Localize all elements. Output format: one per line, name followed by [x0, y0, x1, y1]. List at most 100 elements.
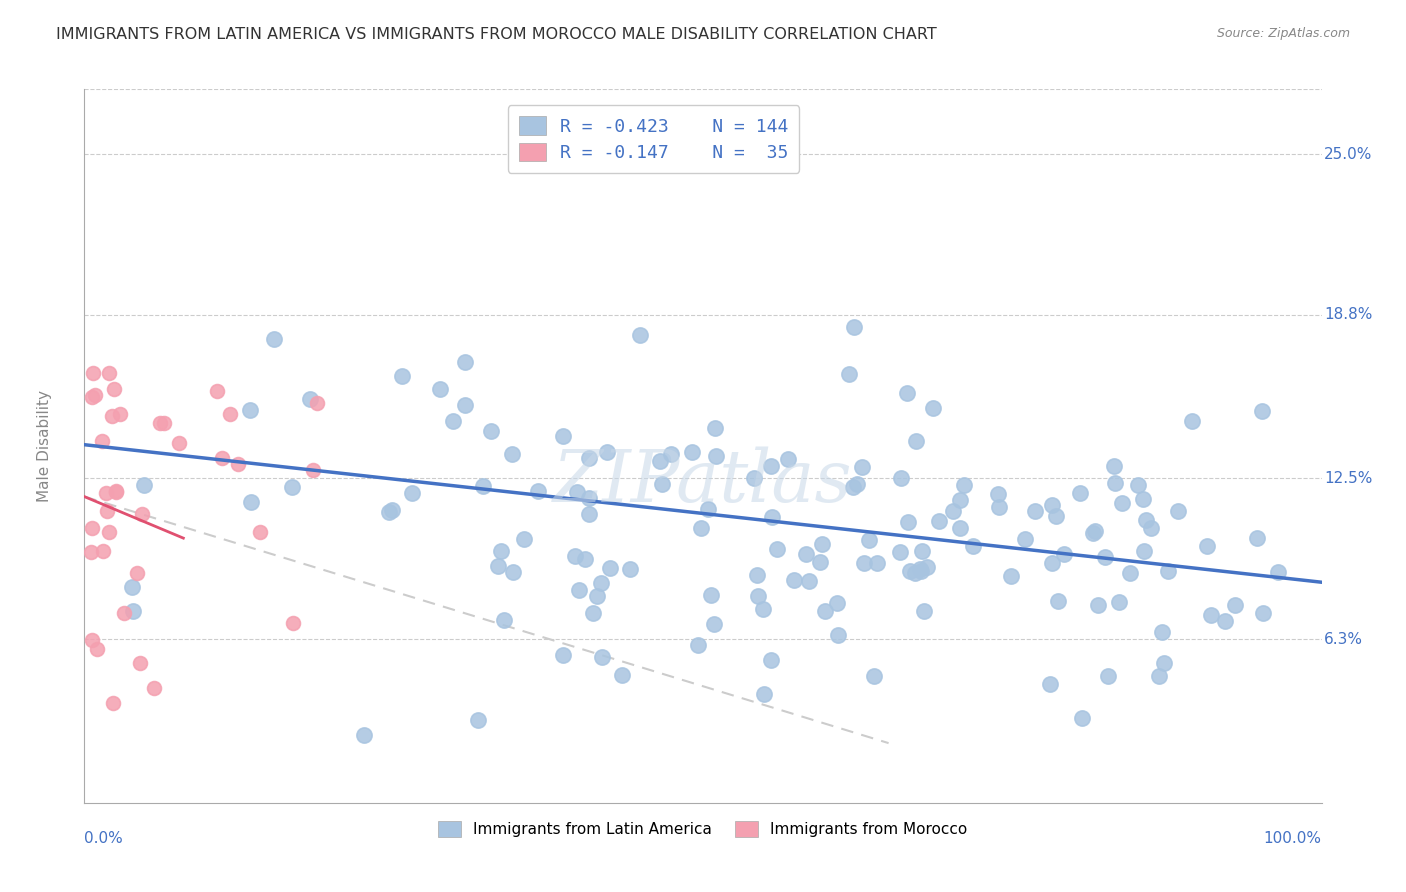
Immigrants from Latin America: [659, 447, 682, 461]
Immigrants from Latin America: [612, 668, 634, 682]
Immigrants from Latin America: [472, 478, 495, 492]
Immigrants from Morocco: [226, 457, 249, 471]
Text: ZIPatlas: ZIPatlas: [553, 446, 853, 517]
Immigrants from Latin America: [1024, 504, 1046, 518]
Immigrants from Latin America: [949, 492, 972, 507]
Immigrants from Latin America: [467, 713, 489, 727]
Immigrants from Latin America: [486, 558, 509, 573]
Immigrants from Latin America: [766, 541, 789, 556]
Immigrants from Latin America: [851, 459, 873, 474]
Immigrants from Latin America: [1108, 595, 1130, 609]
Immigrants from Latin America: [1181, 414, 1204, 428]
Immigrants from Latin America: [911, 544, 934, 558]
Text: 25.0%: 25.0%: [1324, 146, 1372, 161]
Immigrants from Latin America: [429, 382, 451, 396]
Text: 12.5%: 12.5%: [1324, 471, 1372, 486]
Immigrants from Latin America: [1132, 491, 1154, 506]
Immigrants from Morocco: [82, 366, 104, 380]
Immigrants from Latin America: [759, 653, 782, 667]
Immigrants from Latin America: [578, 507, 600, 521]
Immigrants from Latin America: [783, 574, 806, 588]
Immigrants from Latin America: [1267, 565, 1289, 579]
Immigrants from Morocco: [167, 435, 190, 450]
Immigrants from Latin America: [651, 476, 673, 491]
Immigrants from Morocco: [86, 641, 108, 656]
Immigrants from Latin America: [565, 484, 588, 499]
Immigrants from Morocco: [104, 484, 127, 499]
Immigrants from Latin America: [1132, 544, 1154, 558]
Text: 18.8%: 18.8%: [1324, 308, 1372, 322]
Immigrants from Morocco: [80, 632, 103, 647]
Immigrants from Latin America: [778, 451, 800, 466]
Immigrants from Latin America: [928, 514, 950, 528]
Immigrants from Latin America: [896, 516, 918, 530]
Immigrants from Latin America: [825, 596, 848, 610]
Immigrants from Latin America: [239, 403, 262, 417]
Immigrants from Latin America: [838, 367, 860, 381]
Immigrants from Morocco: [152, 416, 174, 430]
Immigrants from Latin America: [1167, 504, 1189, 518]
Immigrants from Latin America: [1039, 676, 1062, 690]
Immigrants from Morocco: [207, 384, 229, 399]
Immigrants from Latin America: [280, 480, 302, 494]
Immigrants from Latin America: [987, 487, 1010, 501]
Immigrants from Morocco: [108, 408, 131, 422]
Immigrants from Latin America: [1045, 508, 1067, 523]
Immigrants from Latin America: [513, 533, 536, 547]
Text: IMMIGRANTS FROM LATIN AMERICA VS IMMIGRANTS FROM MOROCCO MALE DISABILITY CORRELA: IMMIGRANTS FROM LATIN AMERICA VS IMMIGRA…: [56, 27, 936, 42]
Immigrants from Latin America: [852, 556, 875, 570]
Legend: Immigrants from Latin America, Immigrants from Morocco: Immigrants from Latin America, Immigrant…: [430, 814, 976, 845]
Immigrants from Latin America: [1152, 624, 1174, 639]
Immigrants from Latin America: [401, 486, 423, 500]
Immigrants from Latin America: [1153, 656, 1175, 670]
Immigrants from Latin America: [391, 369, 413, 384]
Immigrants from Morocco: [129, 656, 152, 670]
Immigrants from Latin America: [761, 510, 783, 524]
Immigrants from Latin America: [501, 447, 523, 461]
Immigrants from Latin America: [905, 434, 928, 448]
Immigrants from Latin America: [585, 589, 607, 603]
Immigrants from Latin America: [628, 327, 651, 342]
Immigrants from Latin America: [921, 401, 943, 416]
Immigrants from Latin America: [121, 580, 143, 594]
Immigrants from Latin America: [298, 392, 321, 407]
Immigrants from Latin America: [1213, 615, 1236, 629]
Immigrants from Morocco: [103, 696, 125, 710]
Immigrants from Latin America: [599, 561, 621, 575]
Immigrants from Latin America: [915, 559, 938, 574]
Immigrants from Latin America: [744, 471, 766, 485]
Immigrants from Latin America: [1104, 476, 1126, 491]
Immigrants from Latin America: [910, 564, 932, 578]
Immigrants from Latin America: [794, 547, 817, 561]
Immigrants from Latin America: [1094, 549, 1116, 564]
Immigrants from Latin America: [527, 483, 550, 498]
Immigrants from Latin America: [134, 478, 156, 492]
Immigrants from Latin America: [582, 606, 605, 620]
Immigrants from Latin America: [808, 555, 831, 569]
Immigrants from Latin America: [121, 604, 143, 618]
Immigrants from Latin America: [1223, 598, 1246, 612]
Immigrants from Latin America: [492, 613, 515, 627]
Text: 100.0%: 100.0%: [1264, 831, 1322, 847]
Immigrants from Latin America: [842, 320, 865, 334]
Immigrants from Morocco: [80, 390, 103, 404]
Immigrants from Latin America: [1014, 532, 1036, 546]
Immigrants from Morocco: [249, 525, 271, 540]
Immigrants from Morocco: [219, 407, 242, 421]
Immigrants from Latin America: [1111, 496, 1133, 510]
Immigrants from Latin America: [568, 582, 591, 597]
Immigrants from Latin America: [754, 687, 776, 701]
Immigrants from Latin America: [953, 478, 976, 492]
Immigrants from Latin America: [381, 502, 404, 516]
Immigrants from Latin America: [1195, 539, 1218, 553]
Immigrants from Latin America: [1102, 458, 1125, 473]
Immigrants from Latin America: [1157, 564, 1180, 578]
Immigrants from Morocco: [98, 366, 121, 380]
Immigrants from Latin America: [648, 453, 671, 467]
Text: 6.3%: 6.3%: [1324, 632, 1362, 647]
Immigrants from Latin America: [489, 544, 512, 558]
Immigrants from Latin America: [454, 354, 477, 368]
Immigrants from Morocco: [103, 382, 125, 396]
Immigrants from Latin America: [908, 562, 931, 576]
Immigrants from Latin America: [747, 590, 769, 604]
